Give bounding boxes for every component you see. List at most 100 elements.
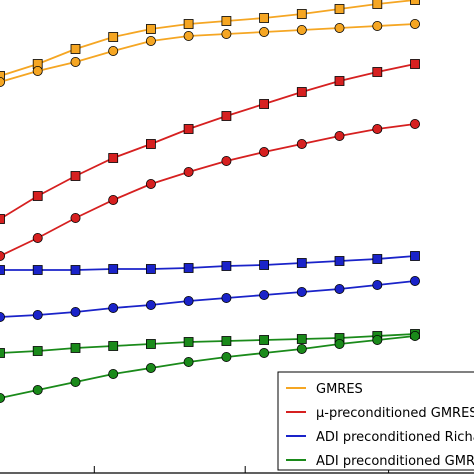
data-point-square — [296, 9, 307, 19]
data-point-square — [410, 59, 420, 69]
series-line — [0, 0, 416, 77]
data-point-circle — [145, 362, 156, 373]
series-gmres-circle — [0, 18, 420, 87]
legend-label: μ-preconditioned GMRES — [316, 406, 474, 421]
data-point-circle — [183, 356, 194, 367]
data-point-circle — [259, 146, 270, 157]
series-adi-preconditioned-gmres-square — [0, 329, 420, 358]
series-layer — [0, 0, 420, 403]
legend-entries: GMRES μ-preconditioned GMRES ADI precondit… — [286, 382, 474, 469]
data-point-circle — [372, 334, 383, 345]
series-gmres-square — [0, 0, 420, 81]
data-point-square — [0, 71, 5, 81]
data-point-circle — [334, 130, 345, 141]
series-line — [0, 255, 416, 271]
data-point-circle — [108, 302, 119, 313]
data-point-circle — [372, 279, 383, 290]
data-point-circle — [259, 26, 270, 37]
data-point-square — [70, 44, 81, 54]
legend-label: ADI preconditioned GMRES — [316, 454, 474, 469]
data-point-square — [334, 76, 345, 86]
data-point-circle — [183, 30, 194, 41]
legend-label: GMRES — [316, 382, 363, 397]
data-point-square — [70, 343, 81, 353]
data-point-circle — [32, 232, 43, 243]
data-point-circle — [334, 283, 345, 294]
data-point-square — [183, 337, 194, 347]
data-point-square — [32, 346, 43, 356]
data-point-square — [296, 87, 307, 97]
series-preconditioned-gmres-square — [0, 59, 420, 224]
data-point-square — [32, 265, 43, 275]
series-line — [0, 23, 416, 83]
legend-entry-gmres: GMRES — [286, 382, 363, 397]
data-point-square — [0, 214, 5, 224]
data-point-circle — [221, 292, 232, 303]
data-point-square — [372, 254, 383, 264]
data-point-circle — [372, 20, 383, 31]
legend-entry-adi-preconditioned-gmres: ADI preconditioned GMRES — [286, 454, 474, 469]
data-point-circle — [183, 166, 194, 177]
data-point-square — [334, 256, 345, 266]
data-point-square — [259, 99, 270, 109]
data-point-circle — [296, 343, 307, 354]
data-point-square — [108, 264, 119, 274]
data-point-circle — [409, 18, 420, 29]
series-preconditioned-gmres-circle — [0, 119, 420, 261]
data-point-circle — [296, 138, 307, 149]
data-point-circle — [145, 299, 156, 310]
data-point-circle — [70, 306, 81, 317]
data-point-circle — [108, 194, 119, 205]
data-point-square — [221, 336, 232, 346]
data-point-square — [183, 124, 194, 134]
data-point-circle — [334, 338, 345, 349]
data-point-square — [70, 265, 81, 275]
data-point-square — [108, 153, 119, 163]
data-point-square — [108, 32, 119, 42]
legend-label: ADI preconditioned Richardson — [316, 430, 474, 445]
data-point-square — [0, 348, 5, 358]
data-point-circle — [145, 36, 156, 47]
series-line — [0, 280, 416, 318]
legend-box — [277, 371, 474, 471]
data-point-circle — [334, 22, 345, 33]
data-point-circle — [0, 77, 5, 87]
data-point-circle — [70, 57, 81, 68]
series-line — [0, 335, 416, 399]
data-point-square — [334, 4, 345, 14]
data-point-square — [259, 13, 270, 23]
data-point-circle — [108, 46, 119, 57]
legend-entry-adi-preconditioned-richardson: ADI preconditioned Richardson — [286, 430, 474, 445]
data-point-square — [372, 67, 383, 77]
data-point-circle — [145, 178, 156, 189]
series-adi-preconditioned-richardson-circle — [0, 275, 420, 322]
data-point-square — [296, 258, 307, 268]
data-point-circle — [221, 155, 232, 166]
data-point-circle — [372, 124, 383, 135]
data-point-square — [145, 339, 156, 349]
data-point-circle — [108, 368, 119, 379]
data-point-square — [0, 265, 5, 275]
data-point-square — [221, 261, 232, 271]
data-point-square — [183, 19, 194, 29]
data-point-square — [221, 16, 232, 26]
series-line — [0, 123, 416, 257]
data-point-square — [108, 341, 119, 351]
data-point-circle — [221, 28, 232, 39]
data-point-square — [296, 334, 307, 344]
data-point-circle — [32, 66, 43, 77]
series-adi-preconditioned-gmres-circle — [0, 330, 420, 403]
data-point-circle — [259, 347, 270, 358]
data-point-square — [372, 0, 383, 9]
data-point-square — [145, 264, 156, 274]
data-point-circle — [183, 295, 194, 306]
data-point-circle — [70, 376, 81, 387]
series-line — [0, 333, 416, 354]
data-point-circle — [409, 119, 420, 130]
data-point-circle — [296, 24, 307, 35]
legend-entry-preconditioned-gmres: μ-preconditioned GMRES — [286, 406, 474, 421]
data-point-circle — [221, 351, 232, 362]
data-point-square — [32, 191, 43, 201]
data-point-circle — [409, 330, 420, 341]
